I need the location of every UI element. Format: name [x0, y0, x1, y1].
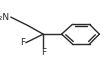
Text: F: F: [20, 38, 25, 47]
Text: F: F: [41, 48, 46, 57]
Text: H₂N: H₂N: [0, 13, 10, 22]
